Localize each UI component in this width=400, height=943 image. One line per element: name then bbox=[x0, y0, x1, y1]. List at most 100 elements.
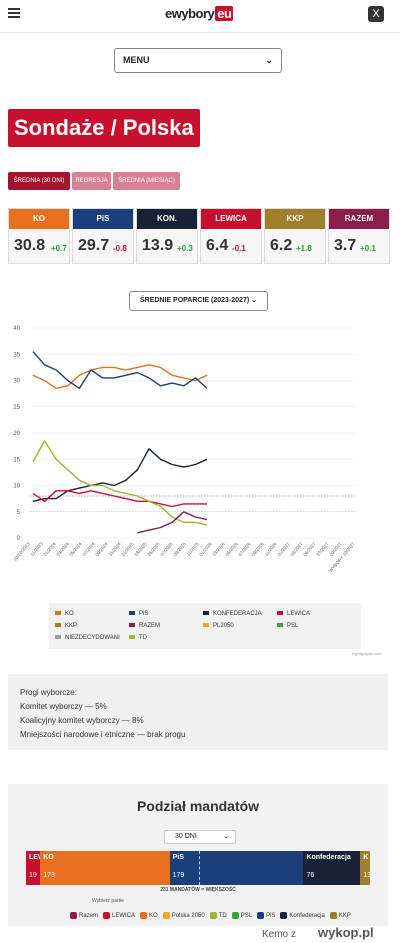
tab-srednia-miesiac[interactable]: ŚREDNIA (MIESIĄC) bbox=[113, 172, 180, 190]
polls-line-chart: 403530252015105010/10/202311/202301/2024… bbox=[12, 326, 356, 573]
y-tick-label: 25 bbox=[13, 405, 20, 411]
party-card-value: 6.4 bbox=[206, 237, 229, 254]
y-tick-label: 35 bbox=[13, 352, 20, 358]
party-card-kkp[interactable]: KKP 6.2 +1.8 bbox=[264, 208, 326, 264]
party-toggle[interactable]: Polska 2050 bbox=[162, 912, 205, 919]
footer-site[interactable]: wykop.pl bbox=[318, 925, 374, 940]
party-color-swatch bbox=[257, 912, 265, 919]
seat-segment[interactable]: PiS 179 bbox=[169, 851, 304, 885]
chevron-down-icon: ⌄ bbox=[223, 833, 229, 840]
seat-segment-count: 76 bbox=[306, 872, 315, 879]
mandates-title: Podział mandatów bbox=[136, 798, 260, 814]
seat-segment[interactable]: Konfederacja 76 bbox=[303, 851, 361, 885]
party-card-razem[interactable]: RAZEM 3.7 +0.1 bbox=[328, 208, 390, 264]
party-card-value: 6.2 bbox=[270, 237, 293, 254]
x-tick-label: 09/2024 bbox=[94, 541, 109, 557]
x-tick-label: 03/2024 bbox=[55, 541, 70, 557]
series-line-ko bbox=[32, 364, 208, 390]
party-card-value: 3.7 bbox=[334, 237, 357, 254]
seat-segment[interactable]: KO 173 bbox=[40, 851, 170, 885]
threshold-line: Komitet wyborczy — 5% bbox=[20, 702, 107, 711]
legend-item[interactable]: KKP bbox=[55, 623, 77, 629]
x-tick-label: 05/2026 bbox=[224, 541, 239, 557]
seat-segment[interactable]: LEW 19 bbox=[26, 851, 41, 885]
menu-label: MENU bbox=[123, 55, 150, 65]
x-tick-label: 07/2024 bbox=[81, 541, 96, 557]
x-tick-label: 05/2027 bbox=[302, 541, 317, 557]
average-period-label: ŚREDNIE POPARCIE (2023-2027) bbox=[139, 297, 250, 304]
party-color-swatch bbox=[140, 912, 148, 919]
party-card-pis[interactable]: PiS 29.7 -0.8 bbox=[72, 208, 134, 264]
threshold-line: Mniejszości narodowe i etniczne — brak p… bbox=[20, 730, 186, 739]
header-divider bbox=[0, 32, 400, 33]
legend-item[interactable]: KONFEDERACJA bbox=[203, 611, 262, 617]
party-toggle[interactable]: PSL bbox=[231, 912, 252, 919]
x-tick-label: 10/10/2023 bbox=[12, 541, 31, 562]
seat-segment-party: K bbox=[363, 854, 369, 861]
y-tick-label: 10 bbox=[13, 484, 20, 490]
x-tick-label: 01/2027 bbox=[276, 541, 291, 557]
x-tick-label: 03/2027 bbox=[289, 541, 304, 557]
x-social-icon[interactable]: X bbox=[368, 6, 384, 22]
x-tick-label: 03/2026 bbox=[211, 541, 226, 557]
y-tick-label: 5 bbox=[17, 510, 21, 516]
party-toggle[interactable]: PiS bbox=[257, 912, 275, 919]
x-tick-label: 01/2026 bbox=[198, 541, 213, 557]
party-toggle[interactable]: Razem bbox=[70, 912, 98, 919]
majority-marker bbox=[198, 851, 200, 885]
party-card-name: PiS bbox=[73, 209, 133, 229]
seat-segment-count: 173 bbox=[43, 872, 55, 879]
party-card-name: KO bbox=[9, 209, 69, 229]
legend-item[interactable]: TD bbox=[129, 635, 147, 641]
legend-item[interactable]: RAZEM bbox=[129, 623, 160, 629]
party-cards: KO 30.8 +0.7 PiS 29.7 -0.8 KON. 13.9 +0.… bbox=[8, 208, 392, 264]
party-color-swatch bbox=[70, 912, 77, 919]
x-tick-label: 01/2024 bbox=[42, 541, 57, 557]
top-bar: ewybory eu X bbox=[0, 0, 400, 30]
party-toggle[interactable]: LEWICA bbox=[103, 912, 135, 919]
legend-item[interactable]: LEWICA bbox=[277, 611, 310, 617]
party-toggle[interactable]: KO bbox=[140, 912, 158, 919]
pick-parties-label: Wybierz partie bbox=[92, 898, 124, 904]
party-card-value: 29.7 bbox=[78, 237, 110, 254]
series-line-konfederacja bbox=[32, 448, 208, 502]
series-line-pis bbox=[32, 351, 208, 390]
legend-item[interactable]: KO bbox=[55, 611, 74, 617]
party-card-lewica[interactable]: LEWICA 6.4 -0.1 bbox=[200, 208, 262, 264]
menu-dropdown[interactable]: MENU ⌄ bbox=[114, 48, 282, 73]
seat-segment-party: KO bbox=[43, 854, 54, 861]
party-card-name: KKP bbox=[265, 209, 325, 229]
average-period-select[interactable]: ŚREDNIE POPARCIE (2023-2027) ⌄ bbox=[129, 291, 268, 311]
mandates-bar: LEW 19 KO 173 PiS 179 Konfederacja 76 K 13 bbox=[26, 851, 370, 885]
x-tick-label: 07/2027 bbox=[315, 541, 330, 557]
party-card-konfederacja[interactable]: KON. 13.9 +0.3 bbox=[136, 208, 198, 264]
chevron-down-icon: ⌄ bbox=[265, 55, 273, 65]
party-color-swatch bbox=[162, 912, 170, 919]
legend-item[interactable]: PSL bbox=[277, 623, 298, 629]
mandates-period-label: 30 DNI bbox=[175, 833, 197, 840]
mandates-period-select[interactable]: 30 DNI ⌄ bbox=[164, 830, 236, 844]
y-tick-label: 30 bbox=[13, 379, 20, 385]
legend-item[interactable]: PiS bbox=[129, 611, 148, 617]
party-card-ko[interactable]: KO 30.8 +0.7 bbox=[8, 208, 70, 264]
seat-segment[interactable]: K 13 bbox=[360, 851, 370, 885]
party-card-change: +0.7 bbox=[51, 244, 67, 253]
party-card-value: 30.8 bbox=[14, 237, 46, 254]
site-logo[interactable]: ewybory eu bbox=[165, 6, 234, 21]
party-toggle[interactable]: KKP bbox=[329, 912, 351, 919]
tab-srednia-30-dni[interactable]: ŚREDNIA (30 DNI) bbox=[8, 172, 70, 190]
tab-regresja[interactable]: REGRESJA bbox=[72, 172, 111, 190]
thresholds-title: Progi wyborcze: bbox=[20, 688, 77, 697]
party-toggle[interactable]: Konfederacja bbox=[280, 912, 325, 919]
party-card-change: -0.8 bbox=[113, 244, 127, 253]
party-color-swatch bbox=[329, 912, 337, 919]
y-tick-label: 15 bbox=[13, 457, 20, 463]
party-card-change: +0.3 bbox=[177, 244, 193, 253]
legend-item[interactable]: NIEZDECYDOWANI bbox=[55, 635, 120, 641]
party-toggle[interactable]: TD bbox=[209, 912, 227, 919]
hamburger-menu-icon[interactable] bbox=[8, 8, 20, 18]
legend-item[interactable]: PL2050 bbox=[203, 623, 234, 629]
y-tick-label: 20 bbox=[13, 431, 20, 437]
series-line-razem bbox=[137, 511, 208, 534]
party-card-change: +1.8 bbox=[296, 244, 312, 253]
